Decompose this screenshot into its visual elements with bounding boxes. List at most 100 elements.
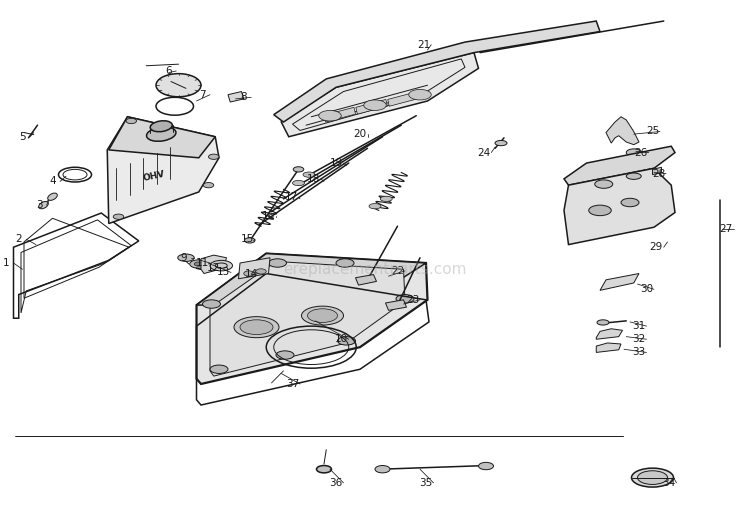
- Polygon shape: [109, 117, 215, 158]
- Ellipse shape: [39, 201, 48, 209]
- Ellipse shape: [597, 320, 609, 325]
- Ellipse shape: [380, 196, 392, 201]
- Ellipse shape: [256, 269, 266, 274]
- Ellipse shape: [209, 154, 219, 159]
- Polygon shape: [196, 254, 427, 384]
- Ellipse shape: [338, 337, 356, 345]
- Ellipse shape: [126, 118, 136, 124]
- Ellipse shape: [234, 317, 279, 338]
- Polygon shape: [274, 21, 600, 122]
- Polygon shape: [606, 117, 639, 145]
- Text: 25: 25: [646, 126, 659, 137]
- Polygon shape: [596, 329, 622, 339]
- Ellipse shape: [303, 172, 315, 177]
- Text: 16: 16: [262, 210, 275, 221]
- Ellipse shape: [595, 180, 613, 188]
- Polygon shape: [201, 255, 226, 274]
- Ellipse shape: [150, 121, 172, 132]
- Polygon shape: [107, 117, 219, 224]
- Polygon shape: [652, 167, 662, 175]
- Ellipse shape: [364, 100, 386, 110]
- Ellipse shape: [244, 238, 255, 243]
- Text: 27: 27: [719, 224, 733, 234]
- Ellipse shape: [178, 254, 194, 261]
- Ellipse shape: [495, 140, 507, 146]
- Ellipse shape: [478, 462, 494, 470]
- Text: 21: 21: [417, 39, 430, 50]
- Text: 7: 7: [200, 89, 206, 100]
- Polygon shape: [210, 261, 405, 376]
- Text: 29: 29: [650, 242, 663, 252]
- Ellipse shape: [308, 309, 338, 322]
- Text: 32: 32: [632, 334, 646, 345]
- Polygon shape: [564, 168, 675, 245]
- Polygon shape: [356, 99, 388, 114]
- Text: 33: 33: [632, 347, 646, 358]
- Ellipse shape: [302, 306, 344, 325]
- Ellipse shape: [210, 260, 232, 271]
- Text: 22: 22: [391, 266, 404, 276]
- Ellipse shape: [316, 466, 332, 473]
- Ellipse shape: [626, 149, 641, 156]
- Ellipse shape: [293, 167, 304, 172]
- Text: 2: 2: [16, 234, 22, 245]
- Polygon shape: [600, 274, 639, 290]
- Polygon shape: [324, 107, 356, 122]
- Ellipse shape: [202, 300, 220, 308]
- Text: 36: 36: [329, 478, 343, 488]
- Polygon shape: [196, 254, 426, 305]
- Ellipse shape: [369, 204, 381, 209]
- Text: 15: 15: [241, 234, 254, 245]
- Polygon shape: [564, 146, 675, 185]
- Text: 14: 14: [244, 268, 258, 279]
- Polygon shape: [356, 275, 376, 285]
- Text: 37: 37: [286, 379, 299, 389]
- Text: ereplacementparts.com: ereplacementparts.com: [284, 262, 466, 277]
- Ellipse shape: [203, 183, 214, 188]
- Text: 24: 24: [477, 147, 490, 158]
- Text: 20: 20: [353, 129, 367, 139]
- Polygon shape: [388, 92, 419, 106]
- Text: 28: 28: [652, 168, 665, 179]
- Text: 11: 11: [196, 258, 209, 268]
- Ellipse shape: [190, 260, 208, 268]
- Ellipse shape: [210, 365, 228, 373]
- Polygon shape: [281, 53, 478, 137]
- Text: OHV: OHV: [142, 169, 166, 183]
- Text: 1: 1: [3, 258, 9, 268]
- Text: 34: 34: [662, 478, 676, 488]
- Ellipse shape: [375, 466, 390, 473]
- Ellipse shape: [276, 351, 294, 359]
- Text: 17: 17: [284, 192, 298, 203]
- Text: 23: 23: [406, 295, 419, 305]
- Ellipse shape: [589, 205, 611, 216]
- Text: 30: 30: [640, 284, 653, 295]
- Ellipse shape: [409, 89, 431, 100]
- Text: 13: 13: [217, 267, 230, 278]
- Ellipse shape: [626, 173, 641, 179]
- Ellipse shape: [146, 127, 176, 141]
- Polygon shape: [228, 92, 244, 102]
- Polygon shape: [596, 343, 621, 352]
- Text: 4: 4: [50, 176, 55, 187]
- Text: 6: 6: [166, 66, 172, 76]
- Ellipse shape: [621, 198, 639, 207]
- Text: 5: 5: [20, 132, 26, 142]
- Ellipse shape: [292, 180, 304, 186]
- Text: 8: 8: [241, 92, 247, 103]
- Ellipse shape: [638, 471, 668, 484]
- Ellipse shape: [268, 259, 286, 267]
- Text: 26: 26: [634, 147, 648, 158]
- Text: 12: 12: [207, 263, 220, 274]
- Text: 35: 35: [419, 478, 433, 488]
- Text: 9: 9: [181, 252, 187, 263]
- Polygon shape: [238, 258, 270, 279]
- Text: 19: 19: [329, 158, 343, 168]
- Text: 3: 3: [36, 200, 42, 210]
- Ellipse shape: [632, 468, 674, 487]
- Ellipse shape: [396, 295, 414, 303]
- Ellipse shape: [156, 74, 201, 97]
- Polygon shape: [386, 300, 406, 310]
- Ellipse shape: [194, 262, 203, 266]
- Ellipse shape: [336, 259, 354, 267]
